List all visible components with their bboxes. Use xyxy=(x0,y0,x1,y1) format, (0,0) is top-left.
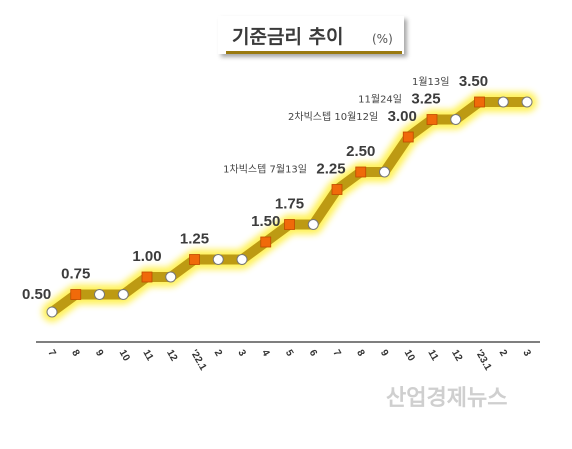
hold-marker xyxy=(379,166,390,178)
hold-marker xyxy=(94,289,105,300)
x-tick-label: 2 xyxy=(212,348,225,359)
tick-layer: 7 8 9 10 11 12'22.1 2 3 4 5 6 7 8 9 10 11 12'23.1 2 3 xyxy=(45,348,533,373)
event-annotation: 11월24일 xyxy=(358,94,402,106)
x-tick-label: 9 xyxy=(378,348,391,359)
x-tick-label: 9 xyxy=(93,348,106,359)
x-tick-label: 7 xyxy=(45,348,58,359)
hike-marker xyxy=(426,114,438,125)
x-tick-label: '23.1 xyxy=(473,348,494,373)
hike-marker xyxy=(402,131,414,143)
event-annotation: 1차빅스텝 7월13일 xyxy=(223,164,307,176)
unit-label: (%) xyxy=(372,32,393,46)
hike-marker xyxy=(331,184,343,195)
hold-marker xyxy=(497,96,509,108)
x-tick-label: '22.1 xyxy=(188,348,209,373)
x-tick-label: 8 xyxy=(69,348,82,359)
hold-marker xyxy=(521,96,533,108)
value-label: 3.00 xyxy=(388,108,417,125)
x-tick-label: 12 xyxy=(164,348,179,364)
title-underline xyxy=(226,51,402,54)
value-label: 2.25 xyxy=(316,161,345,178)
x-tick-label: 10 xyxy=(117,348,132,364)
value-label: 0.50 xyxy=(22,286,51,303)
hold-marker xyxy=(236,254,248,265)
hike-marker xyxy=(284,219,295,230)
value-label: 1.50 xyxy=(251,213,280,230)
x-tick-label: 3 xyxy=(235,348,248,359)
x-tick-label: 5 xyxy=(283,348,296,359)
hold-marker xyxy=(307,219,319,230)
x-tick-label: 8 xyxy=(354,348,367,359)
x-tick-label: 11 xyxy=(425,348,440,363)
chart-title: 기준금리 추이 xyxy=(232,26,344,48)
hold-marker xyxy=(46,306,58,318)
event-annotation: 1월13일 xyxy=(412,76,450,88)
title-box: 기준금리 추이 (%) xyxy=(218,16,404,54)
x-tick-label: 10 xyxy=(402,348,417,364)
hike-marker xyxy=(355,166,367,178)
value-label: 3.50 xyxy=(459,73,488,90)
x-tick-label: 2 xyxy=(497,348,510,359)
hike-marker xyxy=(70,289,82,300)
hold-marker xyxy=(450,114,462,125)
label-layer: 0.50 0.75 1.00 1.25 1.501.75 2.25 1차빅스텝 7월13일 2… xyxy=(22,73,488,303)
x-tick-label: 11 xyxy=(140,348,155,363)
event-annotation: 2차빅스텝 10월12일 xyxy=(288,111,378,123)
hold-marker xyxy=(165,271,177,283)
value-label: 3.25 xyxy=(411,91,440,108)
x-tick-label: 6 xyxy=(307,348,320,359)
value-label: 1.75 xyxy=(275,196,304,213)
hike-marker xyxy=(260,236,272,248)
marker-layer xyxy=(46,96,533,318)
x-tick-label: 4 xyxy=(259,348,272,359)
x-tick-label: 3 xyxy=(520,348,533,359)
watermark: 산업경제뉴스 xyxy=(386,386,507,411)
value-label: 1.25 xyxy=(180,231,209,248)
value-label: 1.00 xyxy=(132,248,161,265)
hold-marker xyxy=(117,289,129,300)
hike-marker xyxy=(474,96,485,108)
title-box-bg xyxy=(218,16,404,54)
hike-marker xyxy=(141,271,153,283)
x-tick-label: 12 xyxy=(449,348,464,364)
value-label: 2.50 xyxy=(346,143,375,160)
value-label: 0.75 xyxy=(61,266,90,283)
x-tick-label: 7 xyxy=(330,348,343,359)
hike-marker xyxy=(189,254,200,265)
hold-marker xyxy=(212,254,224,265)
